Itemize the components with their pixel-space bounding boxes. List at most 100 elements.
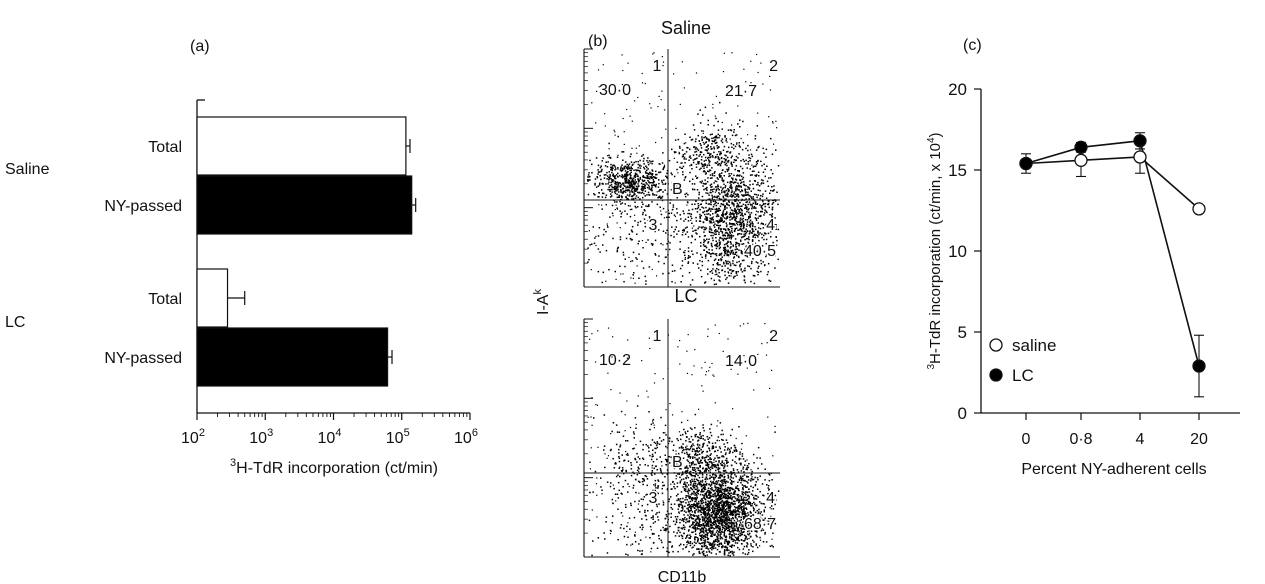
panel-b-event-dot: [727, 193, 729, 195]
panel-b-event-dot: [737, 539, 739, 541]
panel-b-event-dot: [729, 513, 732, 516]
panel-b-event-dot: [730, 475, 732, 477]
panel-b-event-dot: [727, 263, 729, 265]
panel-b-event-dot: [732, 213, 735, 215]
panel-b-event-dot: [718, 545, 720, 548]
panel-b-event-dot: [682, 231, 684, 233]
panel-b-event-dot: [749, 216, 751, 218]
panel-b-event-dot: [687, 542, 690, 544]
panel-b-event-dot: [757, 467, 759, 470]
panel-b-event-dot: [724, 446, 726, 448]
panel-b-event-dot: [721, 160, 723, 163]
panel-b-event-dot: [732, 260, 734, 262]
panel-b-event-dot: [601, 192, 604, 195]
panel-b-event-dot: [627, 164, 630, 167]
panel-b-event-dot: [749, 195, 751, 197]
panel-b-event-dot: [691, 488, 694, 491]
panel-b-event-dot: [681, 537, 684, 540]
panel-b-event-dot: [693, 503, 696, 505]
panel-b-event-dot: [733, 535, 735, 537]
panel-b-event-dot: [651, 162, 653, 165]
panel-b-event-dot: [741, 181, 743, 183]
panel-b-event-dot: [750, 262, 753, 265]
panel-b-event-dot: [693, 463, 696, 466]
panel-b-event-dot: [758, 227, 760, 229]
panel-b-event-dot: [641, 186, 643, 188]
panel-b-event-dot: [733, 205, 735, 207]
panel-b-event-dot: [759, 457, 761, 459]
panel-b-event-dot: [733, 192, 735, 195]
panel-b-event-dot: [737, 496, 740, 498]
panel-b-event-dot: [601, 208, 603, 210]
panel-b-event-dot: [651, 464, 654, 467]
panel-b-event-dot: [738, 256, 740, 259]
panel-b-event-dot: [729, 219, 731, 221]
panel-b-event-dot: [710, 277, 713, 280]
panel-b-event-dot: [720, 151, 722, 153]
panel-b-event-dot: [744, 517, 746, 520]
panel-b-event-dot: [707, 170, 709, 172]
panel-b-event-dot: [716, 197, 718, 199]
panel-b-event-dot: [709, 542, 712, 544]
panel-b-event-dot: [711, 173, 714, 175]
panel-b-event-dot: [732, 244, 734, 246]
panel-b-event-dot: [696, 488, 698, 491]
panel-b-event-dot: [715, 237, 717, 239]
panel-b-event-dot: [652, 422, 654, 424]
panel-b-event-dot: [660, 223, 662, 225]
panel-b-event-dot: [737, 537, 739, 539]
panel-b-event-dot: [740, 179, 742, 182]
panel-b-event-dot: [751, 525, 754, 527]
panel-b-event-dot: [611, 195, 613, 197]
panel-b-event-dot: [716, 518, 719, 521]
panel-b-event-dot: [695, 515, 698, 517]
panel-b-event-dot: [762, 83, 764, 85]
panel-b-event-dot: [738, 516, 740, 518]
panel-b-event-dot: [745, 201, 747, 204]
panel-b-event-dot: [758, 526, 760, 528]
panel-b-event-dot: [712, 473, 714, 475]
panel-b-event-dot: [729, 252, 732, 254]
panel-b-event-dot: [694, 483, 697, 485]
panel-b-event-dot: [694, 229, 696, 232]
panel-b-event-dot: [619, 238, 622, 241]
panel-b-event-dot: [668, 440, 671, 442]
panel-b-event-dot: [749, 223, 752, 226]
panel-b-event-dot: [709, 503, 711, 505]
panel-b-event-dot: [676, 485, 679, 488]
panel-b-event-dot: [757, 203, 759, 205]
panel-b-event-dot: [619, 475, 621, 478]
panel-b-event-dot: [653, 181, 655, 183]
panel-b-event-dot: [729, 207, 732, 209]
panel-b-event-dot: [689, 541, 692, 543]
panel-b-event-dot: [749, 180, 751, 182]
panel-b-event-dot: [627, 179, 630, 181]
panel-b-event-dot: [735, 244, 737, 246]
panel-b-event-dot: [720, 494, 722, 496]
panel-b-event-dot: [637, 163, 640, 166]
panel-b-event-dot: [622, 191, 625, 193]
panel-b-event-dot: [700, 182, 703, 184]
panel-b-event-dot: [644, 275, 646, 278]
panel-b-event-dot: [742, 491, 745, 494]
panel-b-event-dot: [695, 146, 697, 149]
panel-b-event-dot: [714, 521, 717, 523]
panel-b-event-dot: [688, 471, 691, 474]
panel-b-event-dot: [777, 258, 779, 261]
panel-b-event-dot: [692, 490, 695, 493]
panel-b-event-dot: [710, 218, 712, 220]
panel-b-event-dot: [731, 228, 733, 230]
panel-b-event-dot: [684, 233, 687, 235]
panel-b-event-dot: [724, 265, 726, 267]
panel-b-event-dot: [696, 487, 699, 489]
panel-b-event-dot: [728, 237, 730, 239]
panel-b-event-dot: [675, 151, 677, 153]
panel-b-event-dot: [713, 148, 715, 150]
panel-b-event-dot: [692, 457, 694, 459]
panel-b-event-dot: [692, 546, 694, 548]
panel-b-event-dot: [724, 228, 727, 231]
panel-b-event-dot: [670, 189, 673, 191]
panel-b-event-dot: [734, 227, 736, 230]
panel-b-event-dot: [697, 161, 699, 163]
panel-b-event-dot: [744, 480, 746, 482]
